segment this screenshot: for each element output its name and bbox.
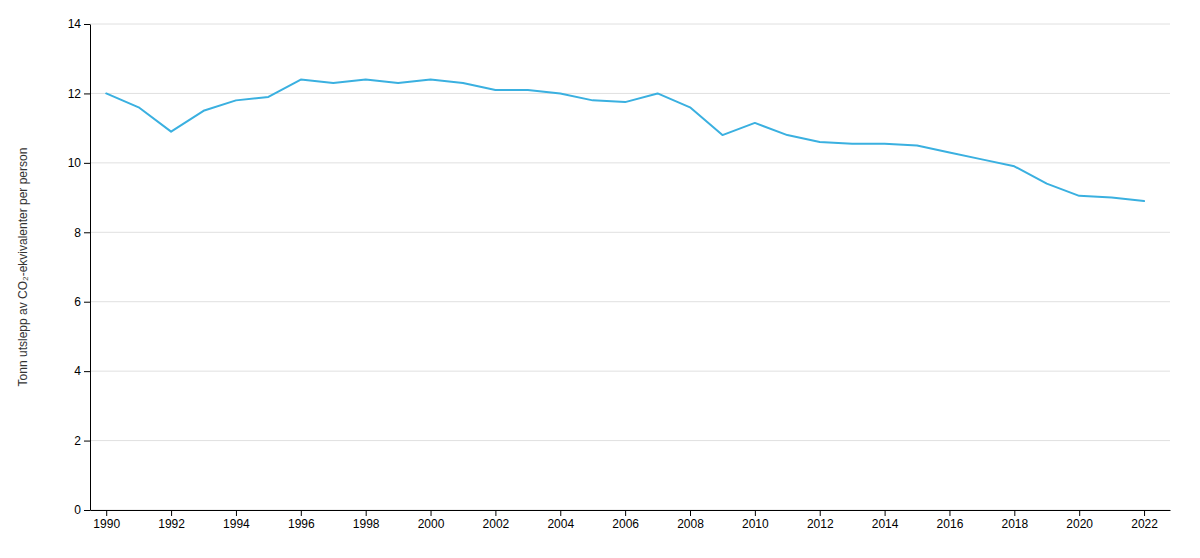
tick-mark <box>84 302 90 303</box>
tick-label: 2 <box>74 434 81 448</box>
tick: 2000 <box>418 510 445 531</box>
tick-mark <box>84 24 90 25</box>
tick-label: 2016 <box>937 517 964 531</box>
tick-label: 2022 <box>1131 517 1158 531</box>
grid-line <box>90 162 1170 163</box>
grid-line <box>90 440 1170 441</box>
tick: 1996 <box>288 510 315 531</box>
tick-label: 2004 <box>547 517 574 531</box>
x-axis: 1990 1992 1994 1996 1998 2000 2002 2004 2006 2008… <box>91 510 1171 531</box>
plot-area: 1990 1992 1994 1996 1998 2000 2002 2004 2006 2008… <box>68 17 1171 530</box>
tick-label: 10 <box>68 156 82 170</box>
tick-mark <box>236 510 237 516</box>
axis-line <box>91 510 1171 511</box>
tick: 2008 <box>677 510 704 531</box>
tick-label: 1996 <box>288 517 315 531</box>
tick-label: 4 <box>74 364 81 378</box>
chart: 1990 1992 1994 1996 1998 2000 2002 2004 2006 2008… <box>0 0 1200 558</box>
tick: 10 <box>68 156 90 170</box>
tick: 2 <box>74 434 90 448</box>
tick-mark <box>301 510 302 516</box>
tick-mark <box>820 510 821 516</box>
tick: 12 <box>68 87 90 101</box>
tick-mark <box>366 510 367 516</box>
tick-label: 2010 <box>742 517 769 531</box>
tick-label: 2006 <box>612 517 639 531</box>
tick-mark <box>1079 510 1080 516</box>
tick-mark <box>495 510 496 516</box>
tick-mark <box>84 163 90 164</box>
tick-mark <box>560 510 561 516</box>
tick: 2006 <box>612 510 639 531</box>
tick-label: 2008 <box>677 517 704 531</box>
grid-line <box>90 301 1170 302</box>
tick: 2022 <box>1131 510 1158 531</box>
tick-mark <box>1014 510 1015 516</box>
tick: 1990 <box>93 510 120 531</box>
axis-line <box>90 25 91 511</box>
tick: 2004 <box>547 510 574 531</box>
grid-line <box>90 510 1170 511</box>
tick-label: 2012 <box>807 517 834 531</box>
tick-label: 1994 <box>223 517 250 531</box>
tick: 1994 <box>223 510 250 531</box>
tick-mark <box>84 441 90 442</box>
tick: 6 <box>74 295 90 309</box>
tick-label: 2000 <box>418 517 445 531</box>
tick: 2002 <box>483 510 510 531</box>
tick-label: 2018 <box>1001 517 1028 531</box>
y-axis-title: Tonn utslepp av CO₂-ekvivalenter per per… <box>16 148 30 387</box>
tick-mark <box>84 232 90 233</box>
line <box>106 80 1144 202</box>
tick-label: 1990 <box>93 517 120 531</box>
tick-mark <box>625 510 626 516</box>
tick: 2020 <box>1066 510 1093 531</box>
tick: 4 <box>74 364 90 378</box>
tick-mark <box>106 510 107 516</box>
tick: 8 <box>74 226 90 240</box>
tick-label: 6 <box>74 295 81 309</box>
tick-label: 14 <box>68 17 82 31</box>
grid-line <box>90 93 1170 94</box>
tick: 2010 <box>742 510 769 531</box>
tick-mark <box>885 510 886 516</box>
tick-label: 12 <box>68 87 82 101</box>
tick: 1998 <box>353 510 380 531</box>
tick-label: 2002 <box>483 517 510 531</box>
grid-line <box>90 232 1170 233</box>
tick-mark <box>84 371 90 372</box>
tick: 14 <box>68 17 90 31</box>
tick: 2018 <box>1001 510 1028 531</box>
tick-mark <box>171 510 172 516</box>
grid-line <box>90 371 1170 372</box>
grid <box>90 24 1170 510</box>
tick-mark <box>755 510 756 516</box>
tick: 2014 <box>872 510 899 531</box>
tick-label: 8 <box>74 226 81 240</box>
tick-label: 1998 <box>353 517 380 531</box>
tick-label: 1992 <box>158 517 185 531</box>
y-axis: 0 2 4 6 8 10 12 14 <box>68 17 91 517</box>
tick-label: 0 <box>74 503 81 517</box>
tick-label: 2020 <box>1066 517 1093 531</box>
tick-mark <box>1144 510 1145 516</box>
tick-mark <box>431 510 432 516</box>
tick: 1992 <box>158 510 185 531</box>
tick: 0 <box>74 503 90 517</box>
tick-label: 2014 <box>872 517 899 531</box>
tick-mark <box>690 510 691 516</box>
tick-mark <box>949 510 950 516</box>
grid-line <box>90 24 1170 25</box>
tick-mark <box>84 510 90 511</box>
tick: 2012 <box>807 510 834 531</box>
tick-mark <box>84 93 90 94</box>
marks <box>106 80 1144 202</box>
tick: 2016 <box>937 510 964 531</box>
